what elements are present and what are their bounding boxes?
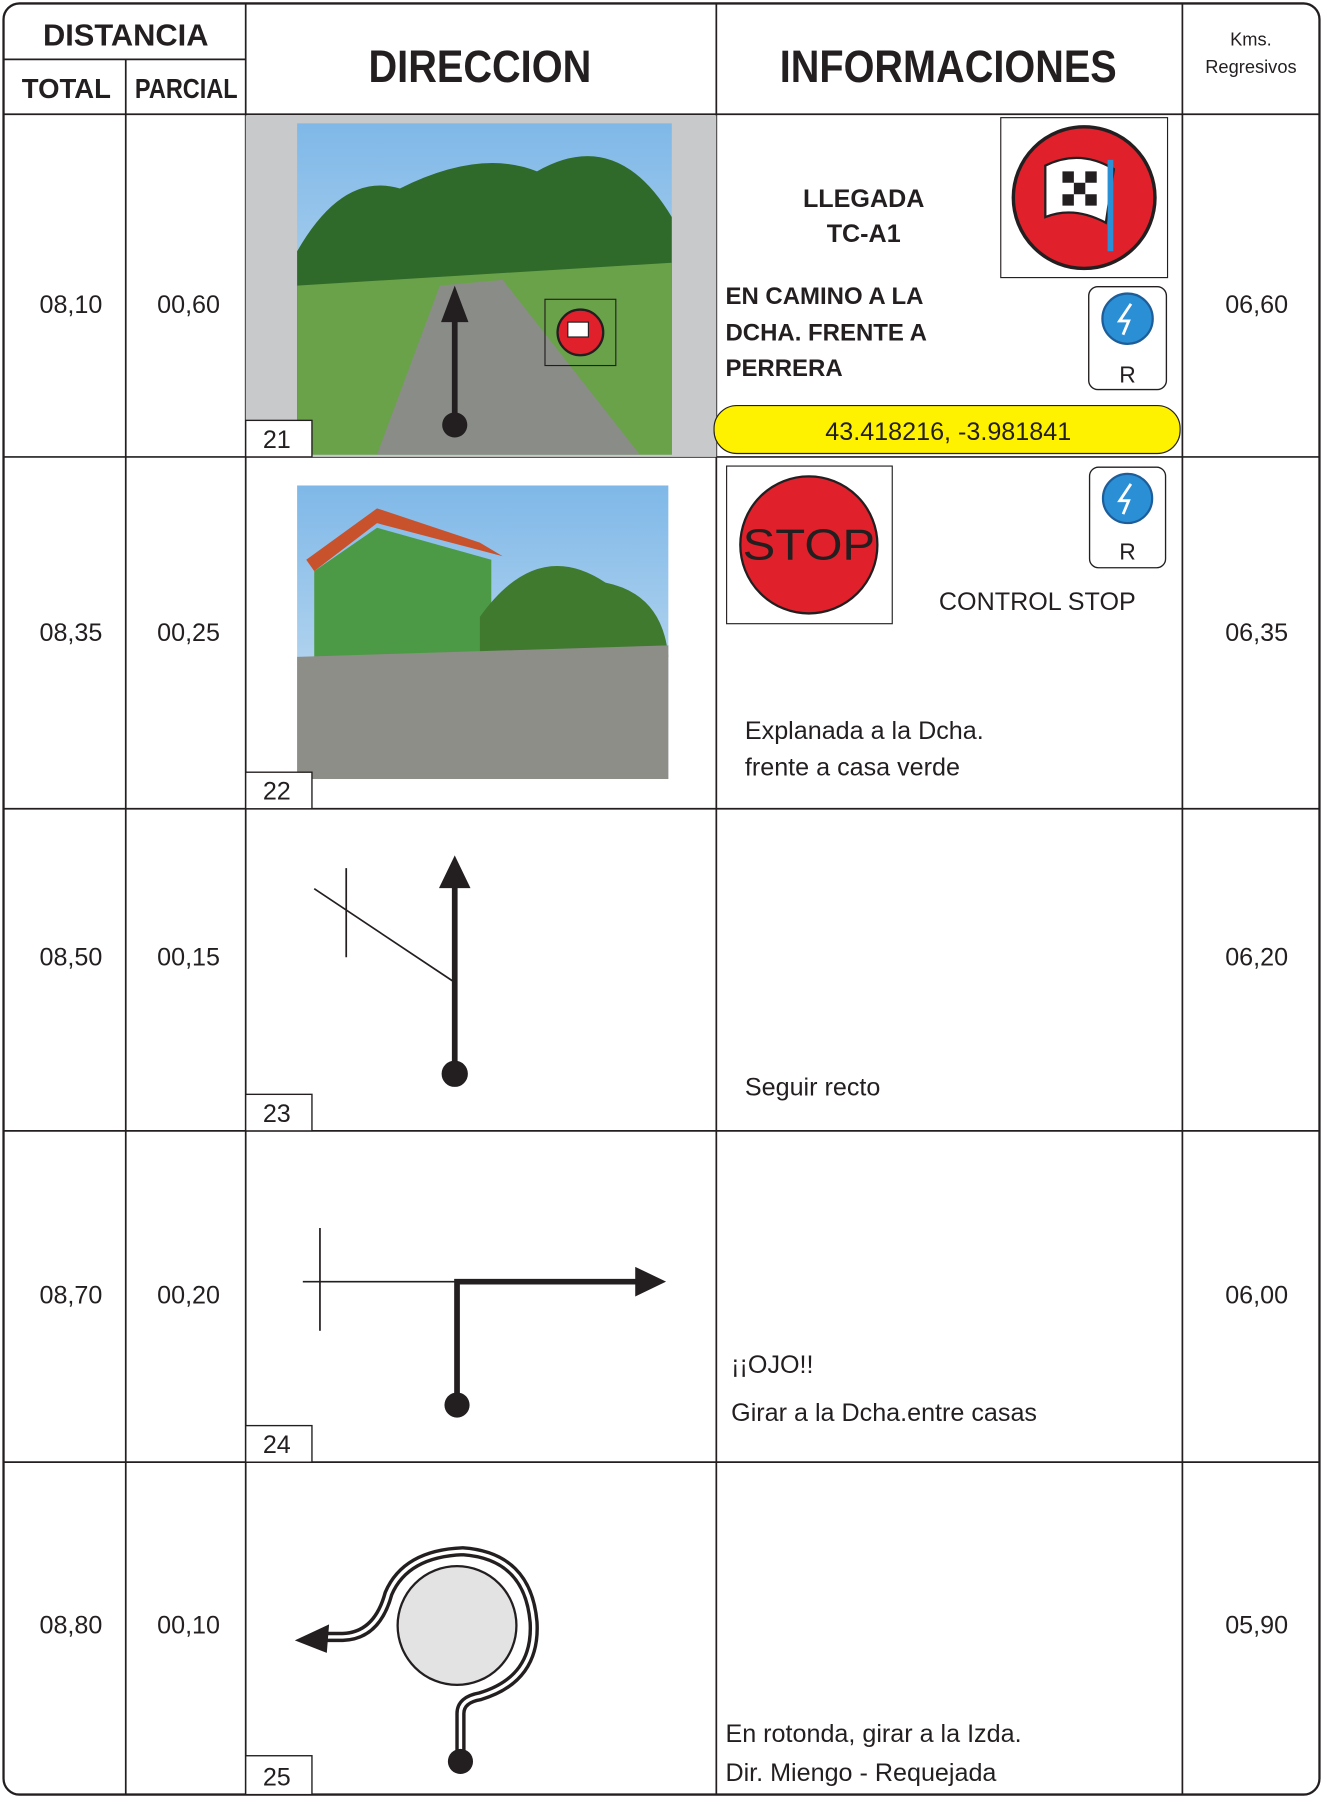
- partial-distance: 00,15: [157, 943, 220, 971]
- step-number-box: [245, 1093, 313, 1132]
- step-number: 25: [263, 1763, 291, 1791]
- stop-text: STOP: [743, 522, 876, 570]
- info-title: LLEGADA: [803, 185, 924, 213]
- header-distancia: DISTANCIA: [43, 18, 209, 53]
- shape: [294, 1624, 330, 1653]
- shape: [313, 888, 456, 984]
- header-informaciones: INFORMACIONES: [780, 41, 1117, 92]
- shape: [438, 855, 471, 889]
- total-distance: 08,80: [39, 1612, 102, 1640]
- partial-distance: 00,20: [157, 1281, 220, 1309]
- row-5-drawing: [294, 1546, 539, 1775]
- header-direccion: DIRECCION: [368, 41, 591, 92]
- info-title: TC-A1: [827, 220, 901, 248]
- shape: [297, 645, 669, 780]
- shape: [442, 412, 468, 438]
- remaining-km: 05,90: [1225, 1612, 1288, 1640]
- info-text: Seguir recto: [745, 1073, 880, 1101]
- shape: [306, 508, 503, 572]
- shape: [635, 1266, 667, 1297]
- coords-pill: [713, 404, 1181, 455]
- info-text: DCHA. FRENTE A: [725, 319, 927, 346]
- info-text: frente a casa verde: [745, 754, 960, 782]
- info-text: En rotonda, girar a la Izda.: [725, 1720, 1021, 1748]
- row-4-drawing: [302, 1227, 667, 1418]
- step-number: 23: [263, 1100, 291, 1128]
- step-number-box: [245, 771, 313, 810]
- info-text: Dir. Miengo - Requejada: [725, 1759, 996, 1787]
- total-distance: 08,10: [39, 291, 102, 319]
- row-2-drawing: [297, 485, 669, 780]
- info-label: CONTROL STOP: [939, 588, 1136, 616]
- shape: [396, 1564, 518, 1687]
- header-kms: Kms.: [1230, 29, 1272, 50]
- header-kms: Regresivos: [1205, 56, 1296, 77]
- shape: [544, 298, 617, 367]
- remaining-km: 06,35: [1225, 619, 1288, 647]
- partial-distance: 00,10: [157, 1612, 220, 1640]
- info-text: PERRERA: [725, 355, 842, 382]
- shape: [739, 475, 879, 615]
- step-number-box: [245, 1424, 313, 1463]
- info-text: Explanada a la Dcha.: [745, 717, 984, 745]
- row-3-drawing: [313, 855, 471, 1087]
- total-distance: 08,35: [39, 619, 102, 647]
- remaining-km: 06,20: [1225, 943, 1288, 971]
- info-text: EN CAMINO A LA: [725, 283, 923, 310]
- header-parcial: PARCIAL: [135, 73, 238, 104]
- sign-letter: R: [1119, 362, 1136, 388]
- partial-distance: 00,25: [157, 619, 220, 647]
- step-number: 21: [263, 426, 291, 454]
- row-1-drawing: [245, 115, 717, 457]
- shape: [441, 1060, 468, 1087]
- step-number-box: [245, 419, 313, 458]
- step-number-box: [245, 1755, 313, 1796]
- shape: [447, 1748, 474, 1775]
- shape: [444, 1392, 470, 1418]
- stop-sign: [726, 465, 893, 625]
- dynamic-content: 08,10 00,60 06,60 21 08,35 00,25 06,35 22 08,50 0…: [39, 185, 1288, 1796]
- shape: [1062, 171, 1097, 206]
- step-number: 22: [263, 778, 291, 806]
- shape: [441, 285, 469, 323]
- shape: [454, 1278, 640, 1403]
- remaining-km: 06,00: [1225, 1281, 1288, 1309]
- finish-flag-sign: [1000, 117, 1169, 279]
- shape: [567, 321, 589, 338]
- coordinates: 43.418216, -3.981841: [825, 418, 1071, 446]
- shape: [377, 279, 640, 455]
- info-text: ¡¡OJO!!: [731, 1351, 813, 1379]
- shape: [319, 1549, 536, 1760]
- shape: [479, 565, 669, 657]
- sign-letter: R: [1119, 539, 1136, 565]
- step-number: 24: [263, 1431, 291, 1459]
- header-total: TOTAL: [22, 73, 111, 104]
- remaining-km: 06,60: [1225, 291, 1288, 319]
- partial-distance: 00,60: [157, 291, 220, 319]
- total-distance: 08,70: [39, 1281, 102, 1309]
- total-distance: 08,50: [39, 943, 102, 971]
- shape: [314, 527, 492, 657]
- info-text: Girar a la Dcha.entre casas: [731, 1399, 1037, 1427]
